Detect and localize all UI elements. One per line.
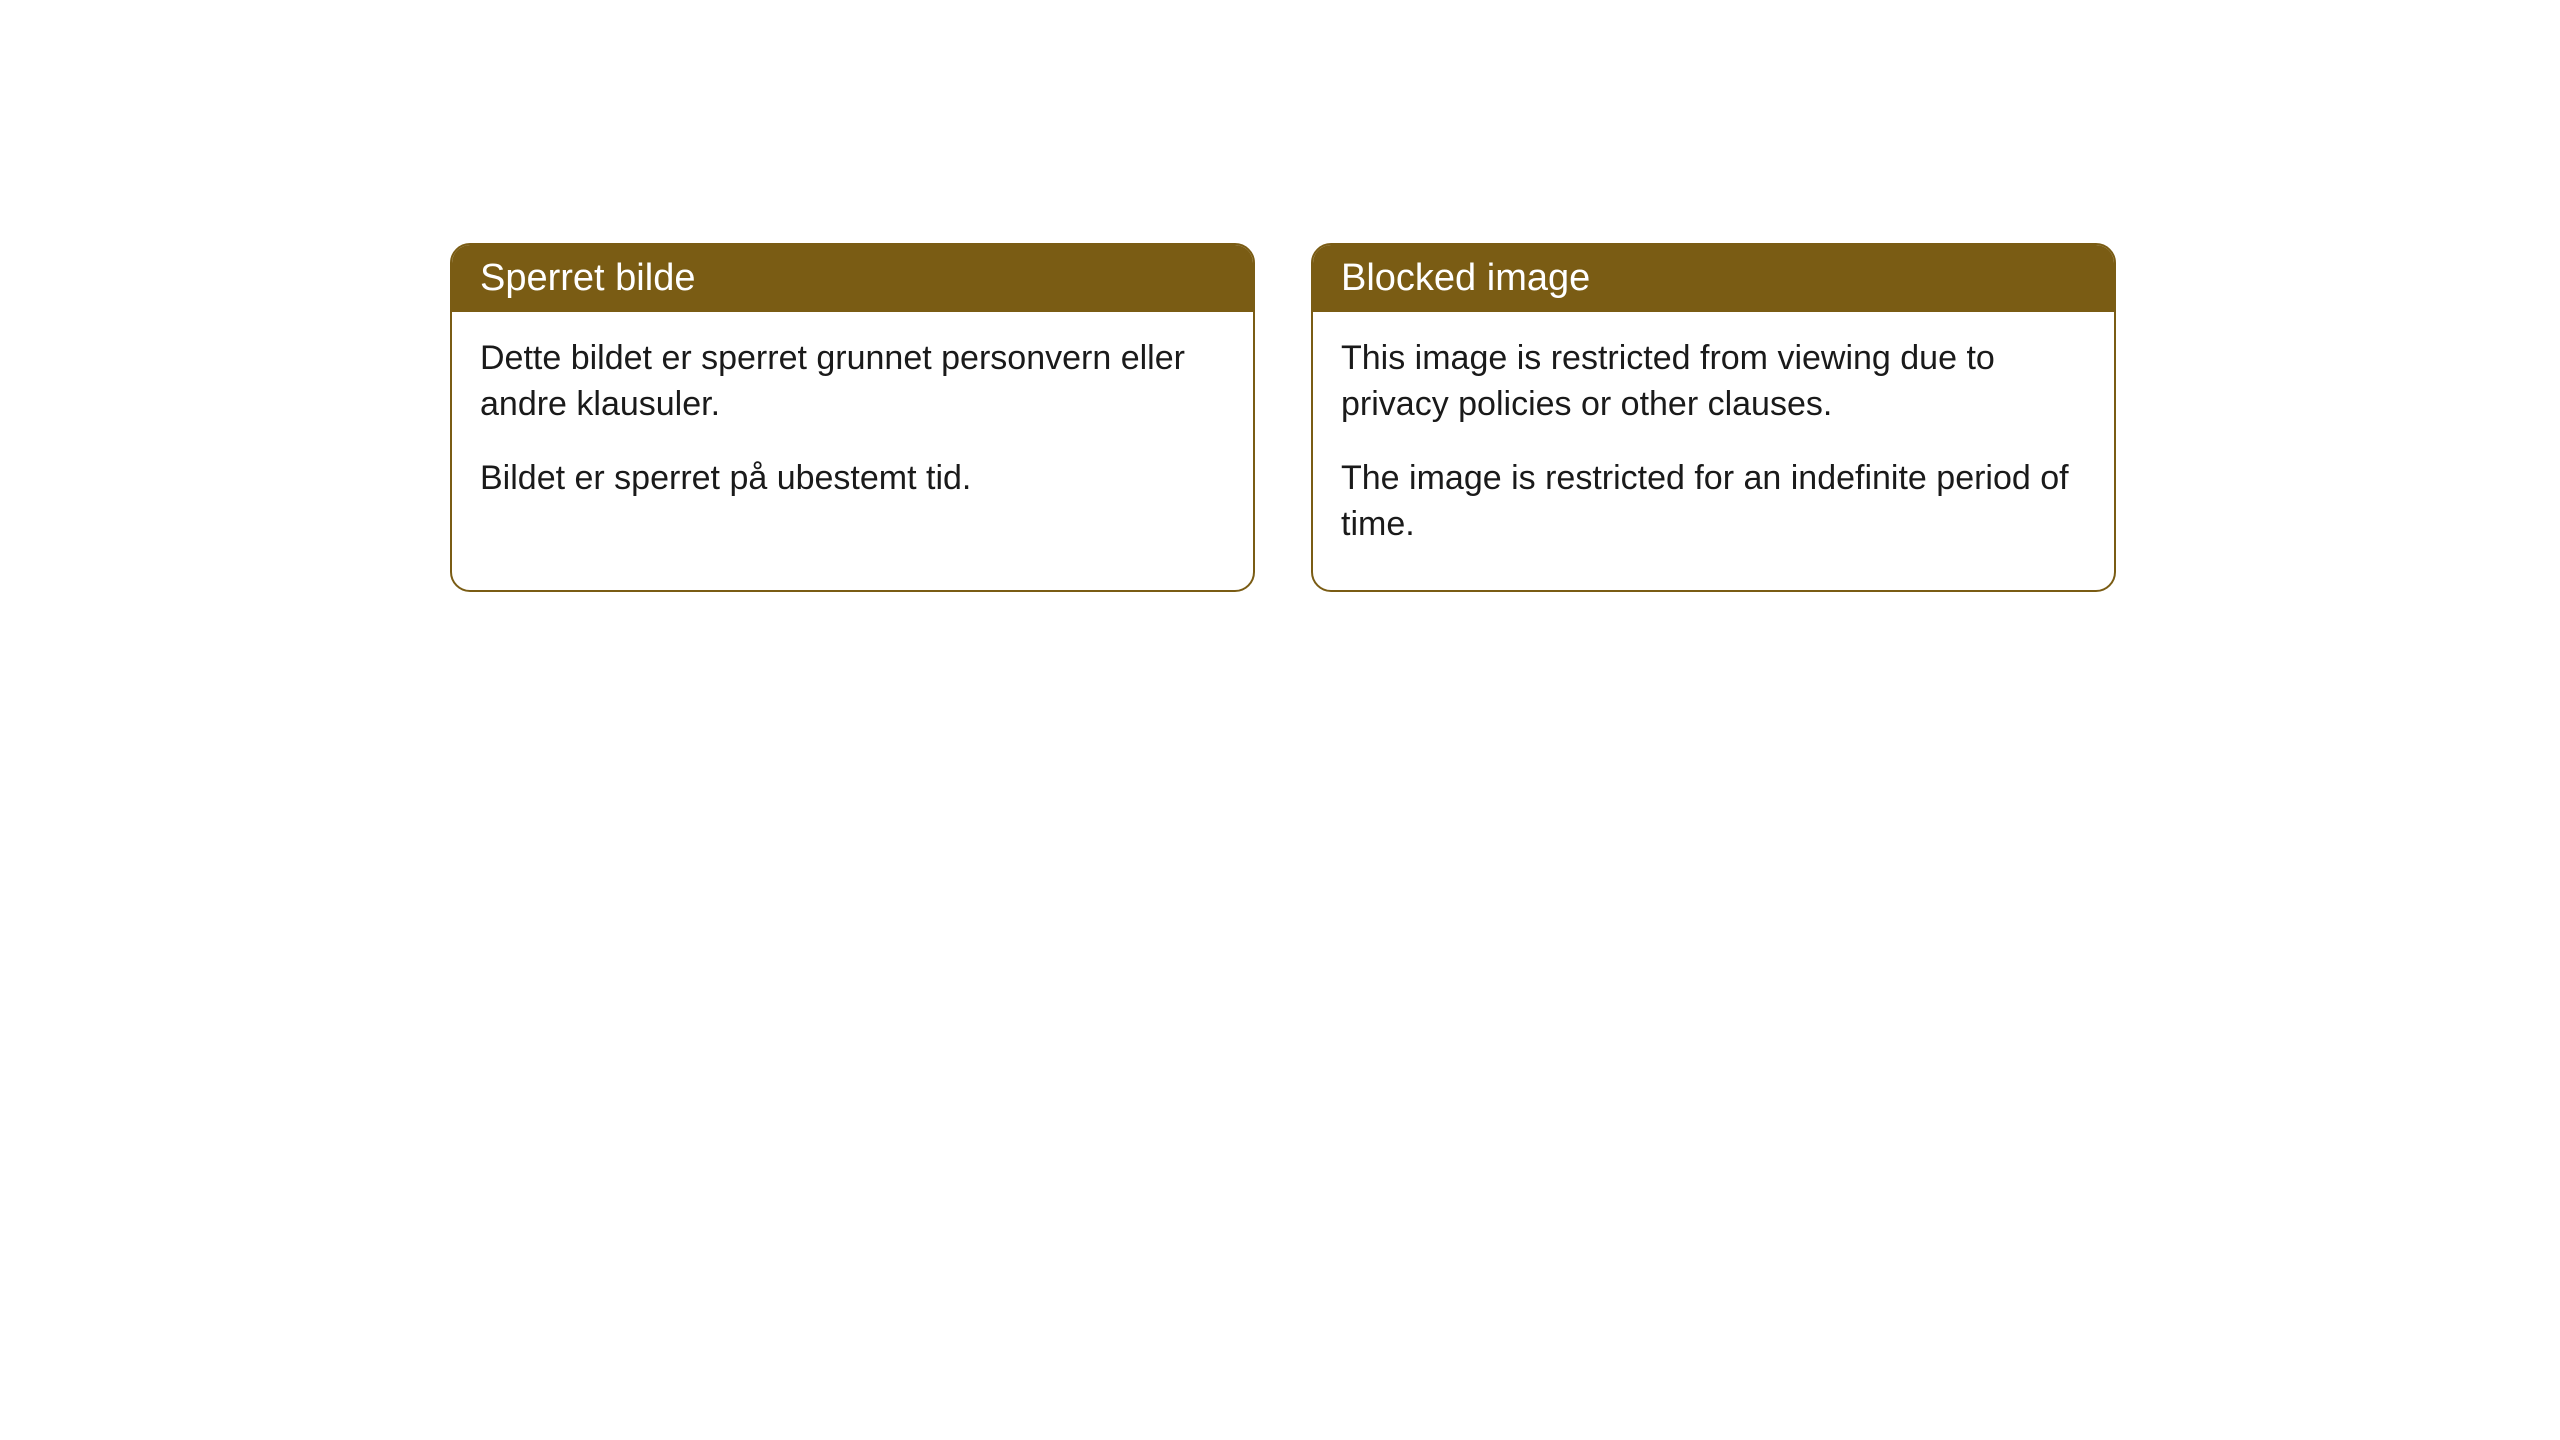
card-body: This image is restricted from viewing du…: [1313, 312, 2114, 590]
card-paragraph: Bildet er sperret på ubestemt tid.: [480, 456, 1225, 502]
card-header: Sperret bilde: [452, 245, 1253, 312]
card-title: Blocked image: [1341, 257, 1590, 299]
card-body: Dette bildet er sperret grunnet personve…: [452, 312, 1253, 544]
card-paragraph: This image is restricted from viewing du…: [1341, 336, 2086, 428]
card-title: Sperret bilde: [480, 257, 695, 299]
card-header: Blocked image: [1313, 245, 2114, 312]
card-paragraph: Dette bildet er sperret grunnet personve…: [480, 336, 1225, 428]
notice-card-norwegian: Sperret bilde Dette bildet er sperret gr…: [450, 243, 1255, 592]
notice-card-english: Blocked image This image is restricted f…: [1311, 243, 2116, 592]
notice-container: Sperret bilde Dette bildet er sperret gr…: [450, 243, 2116, 592]
card-paragraph: The image is restricted for an indefinit…: [1341, 456, 2086, 548]
